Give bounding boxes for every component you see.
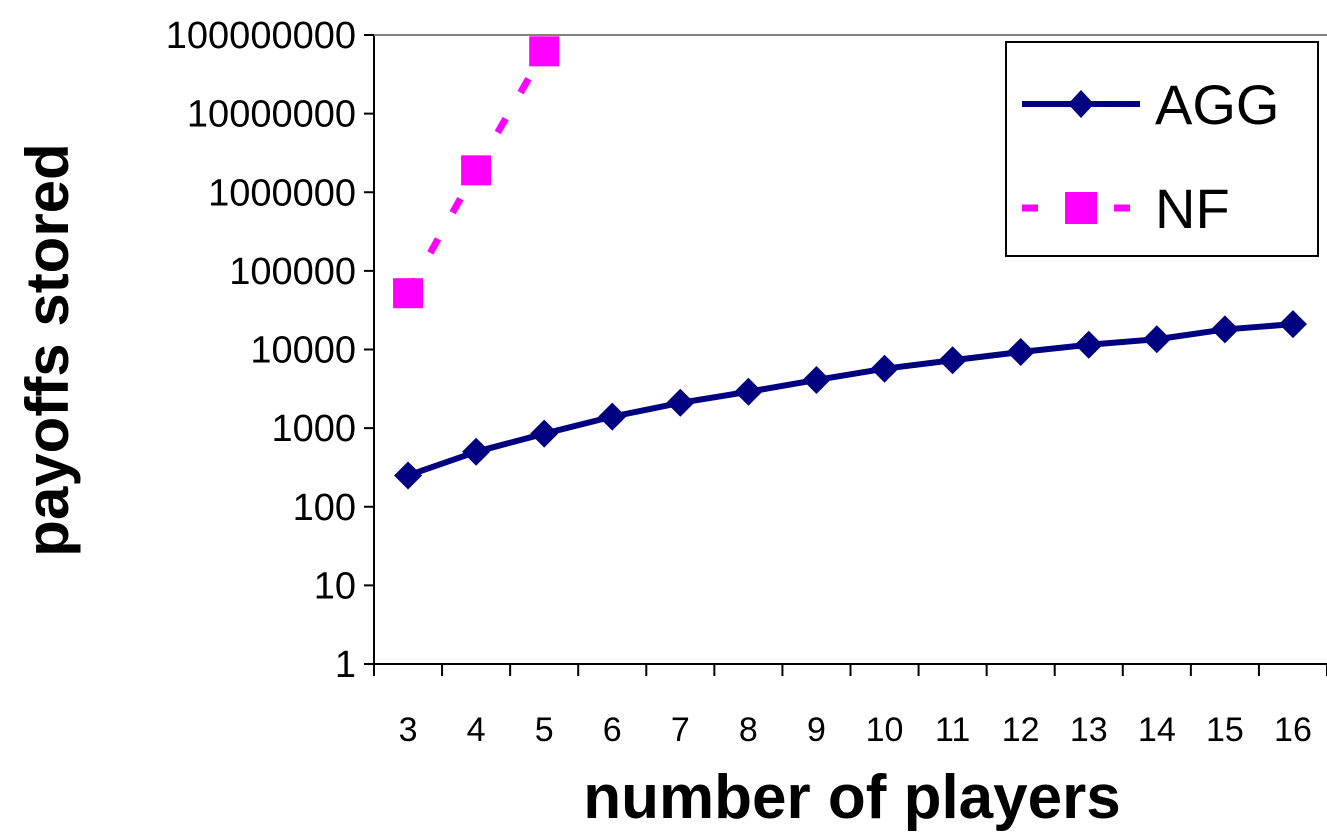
series-nf xyxy=(393,36,560,309)
x-tick-label: 3 xyxy=(399,711,418,749)
x-tick-label: 14 xyxy=(1138,711,1176,749)
x-ticks-layer: 3 4 5 6 7 8 9 10 11 12 13 14 15 16 xyxy=(373,664,1327,749)
x-tick-label: 13 xyxy=(1070,711,1108,749)
data-point-agg xyxy=(394,461,423,490)
data-point-agg xyxy=(1210,315,1239,344)
x-tick-label: 15 xyxy=(1206,711,1244,749)
data-point-agg xyxy=(938,346,967,375)
y-tick-label: 1000 xyxy=(271,408,356,450)
legend-label-agg: AGG xyxy=(1155,73,1279,136)
x-tick-label: 16 xyxy=(1274,711,1312,749)
series-layer xyxy=(393,36,1307,490)
legend-marker-agg xyxy=(1068,90,1094,118)
legend-label-nf: NF xyxy=(1155,177,1230,240)
legend: AGG NF xyxy=(1005,41,1319,257)
data-point-agg xyxy=(734,377,763,406)
data-point-agg xyxy=(1278,310,1307,339)
x-axis-title: number of players xyxy=(583,763,1120,832)
data-point-nf xyxy=(393,278,424,309)
x-tick-label: 12 xyxy=(1002,711,1040,749)
y-tick-label: 1 xyxy=(335,644,356,686)
legend-box xyxy=(1005,41,1319,257)
x-tick-label: 9 xyxy=(807,711,826,749)
data-point-agg xyxy=(1142,325,1171,354)
data-point-agg xyxy=(462,437,491,466)
x-tick-label: 5 xyxy=(535,711,554,749)
x-tick-label: 8 xyxy=(739,711,758,749)
data-point-agg xyxy=(802,365,831,394)
data-point-agg xyxy=(1074,330,1103,359)
legend-marker-nf xyxy=(1065,192,1097,224)
data-point-nf xyxy=(529,36,560,67)
data-point-agg xyxy=(598,402,627,431)
x-tick-label: 7 xyxy=(671,711,690,749)
y-tick-label: 100 xyxy=(293,487,356,529)
y-tick-label: 10000000 xyxy=(187,94,356,136)
y-tick-label: 10 xyxy=(314,565,356,607)
y-ticks-layer: 1 10 100 1000 10000 100000 1000000 10000000 1000… xyxy=(166,15,374,686)
y-tick-label: 100000 xyxy=(229,251,356,293)
y-tick-label: 10000 xyxy=(250,330,356,372)
x-tick-label: 4 xyxy=(467,711,486,749)
data-point-agg xyxy=(530,419,559,448)
x-tick-label: 10 xyxy=(866,711,904,749)
y-tick-label: 1000000 xyxy=(208,172,356,214)
data-point-agg xyxy=(870,354,899,383)
x-tick-label: 6 xyxy=(603,711,622,749)
y-axis-title: payoffs stored xyxy=(14,143,81,556)
data-point-agg xyxy=(1006,337,1035,366)
series-agg xyxy=(394,310,1307,490)
x-tick-label: 11 xyxy=(935,711,970,749)
data-point-agg xyxy=(666,388,695,417)
data-point-nf xyxy=(461,155,492,186)
y-tick-label: 100000000 xyxy=(166,15,356,57)
